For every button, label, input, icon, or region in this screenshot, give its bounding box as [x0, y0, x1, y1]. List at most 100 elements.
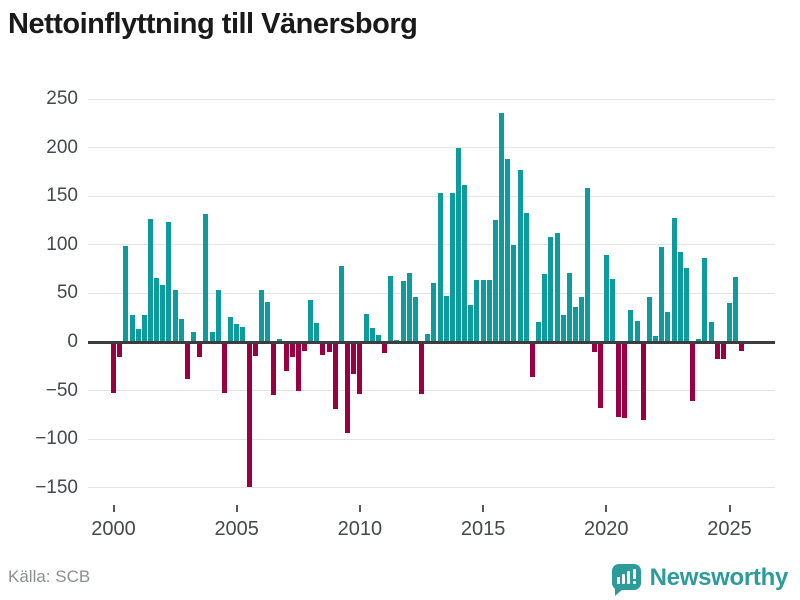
bar-2012-q3 — [419, 344, 424, 394]
bar-2007-q2 — [289, 344, 295, 357]
y-axis-label--150: −150 — [35, 476, 78, 498]
x-axis-label-2010: 2010 — [337, 518, 383, 540]
bar-2018-q2 — [560, 314, 566, 342]
bar-2023-q2 — [683, 268, 689, 342]
bar-2004-q2 — [215, 289, 221, 342]
bar-2001-q1 — [135, 329, 141, 342]
bar-2003-q3 — [197, 344, 203, 357]
bar-2014-q3 — [468, 305, 474, 342]
bar-2007-q4 — [302, 344, 307, 351]
bar-2009-q2 — [338, 266, 344, 342]
bar-2002-q3 — [172, 289, 178, 342]
gridline-y-250 — [88, 98, 775, 100]
bar-2006-q3 — [271, 344, 277, 395]
bar-2025-q3 — [739, 344, 745, 351]
bar-2020-q4 — [622, 344, 628, 418]
bar-2021-q3 — [640, 344, 646, 420]
logo-bubble-tail — [614, 587, 624, 596]
bar-2005-q4 — [252, 344, 258, 356]
bar-2021-q2 — [634, 320, 640, 342]
bar-2015-q1 — [480, 279, 486, 342]
bar-2016-q3 — [517, 170, 523, 342]
bar-2022-q4 — [671, 217, 677, 342]
bar-2002-q1 — [160, 284, 166, 342]
bar-2023-q3 — [690, 344, 695, 402]
gridline-y--150 — [88, 487, 775, 489]
bar-2014-q1 — [456, 147, 461, 342]
y-axis-label-200: 200 — [46, 136, 78, 158]
x-axis-label-2000: 2000 — [91, 518, 136, 540]
logo-bubble-shape — [611, 563, 641, 590]
bar-2005-q3 — [246, 344, 252, 487]
bar-2000-q1 — [111, 344, 116, 393]
bar-2004-q3 — [221, 344, 227, 393]
page-title: Nettoinflyttning till Vänersborg — [8, 8, 418, 40]
y-axis-label-100: 100 — [46, 233, 78, 255]
bar-2011-q4 — [400, 280, 406, 342]
bar-2024-q2 — [708, 321, 714, 342]
bar-2020-q3 — [616, 344, 622, 417]
bar-2000-q4 — [129, 314, 135, 342]
x-axis-tick-2015 — [482, 505, 485, 512]
bar-2017-q3 — [542, 274, 548, 342]
bar-2021-q4 — [646, 297, 652, 342]
bar-2016-q1 — [505, 159, 511, 342]
bar-2003-q1 — [184, 344, 190, 379]
bar-2015-q2 — [486, 279, 492, 342]
bar-2002-q2 — [166, 221, 172, 342]
bar-2003-q2 — [191, 332, 197, 342]
newsworthy-logo: Newsworthy — [611, 560, 789, 596]
logo-exclamation-mark — [632, 568, 636, 579]
bar-2009-q3 — [345, 344, 351, 433]
net-migration-bar-chart: 250 200 150 100 50 0 −50 −100 −150 2000 2005 2010 20… — [35, 88, 775, 540]
bar-2004-q1 — [209, 332, 215, 342]
bar-2013-q3 — [443, 296, 449, 342]
bar-2006-q1 — [258, 289, 264, 342]
bar-2022-q2 — [659, 246, 665, 342]
bar-2013-q1 — [431, 282, 437, 342]
x-axis-tick-2005 — [235, 505, 238, 512]
bar-2023-q1 — [677, 251, 683, 342]
bar-2015-q4 — [499, 112, 505, 342]
x-axis-label-2015: 2015 — [460, 518, 506, 540]
bar-2008-q4 — [326, 344, 332, 352]
bar-2017-q2 — [536, 321, 541, 342]
bar-2010-q1 — [357, 344, 363, 394]
bar-2021-q1 — [628, 309, 634, 342]
gridline-y-200 — [88, 147, 775, 149]
x-axis-label-2005: 2005 — [214, 518, 259, 540]
bar-2018-q3 — [566, 273, 572, 342]
bar-2005-q1 — [234, 323, 240, 342]
x-axis-tick-2010 — [358, 505, 361, 512]
bar-2007-q1 — [283, 344, 289, 372]
bar-2018-q1 — [554, 233, 560, 342]
bar-2012-q4 — [425, 334, 431, 342]
logo-exclamation-dot — [632, 580, 636, 584]
y-axis-label--100: −100 — [35, 428, 78, 450]
x-axis-tick-2025 — [728, 505, 731, 512]
bar-2013-q4 — [449, 193, 455, 342]
y-axis-label-250: 250 — [46, 88, 78, 109]
bar-2001-q3 — [148, 218, 153, 342]
x-axis-tick-2000 — [112, 505, 115, 512]
bar-2001-q4 — [154, 277, 160, 342]
bar-2009-q4 — [351, 344, 357, 375]
bar-2002-q4 — [178, 318, 184, 342]
bar-2014-q4 — [474, 279, 480, 342]
bar-2017-q4 — [548, 237, 554, 342]
bar-2024-q1 — [702, 258, 708, 342]
bar-2025-q1 — [727, 303, 732, 342]
bar-2025-q2 — [733, 276, 739, 342]
bar-2007-q3 — [295, 344, 301, 391]
bar-2009-q1 — [332, 344, 338, 410]
bar-2010-q2 — [363, 313, 369, 342]
bar-2001-q2 — [141, 314, 147, 342]
bar-2004-q4 — [228, 316, 233, 342]
gridline-y-100 — [88, 244, 775, 246]
newsworthy-logo-text: Newsworthy — [649, 564, 789, 591]
bar-2010-q3 — [369, 328, 375, 342]
bar-2017-q1 — [529, 344, 535, 377]
bar-2020-q1 — [603, 254, 609, 342]
bar-2024-q4 — [720, 344, 726, 359]
gridline-y--50 — [88, 390, 775, 392]
